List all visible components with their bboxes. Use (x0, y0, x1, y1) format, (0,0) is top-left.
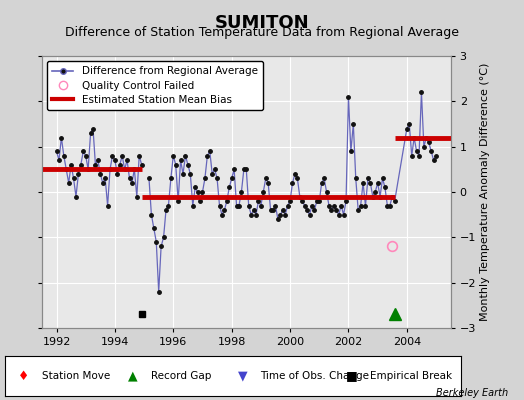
Text: Difference of Station Temperature Data from Regional Average: Difference of Station Temperature Data f… (65, 26, 459, 39)
Text: Berkeley Earth: Berkeley Earth (436, 388, 508, 398)
Legend: Difference from Regional Average, Quality Control Failed, Estimated Station Mean: Difference from Regional Average, Qualit… (47, 61, 263, 110)
Y-axis label: Monthly Temperature Anomaly Difference (°C): Monthly Temperature Anomaly Difference (… (481, 63, 490, 321)
Text: Time of Obs. Change: Time of Obs. Change (260, 371, 369, 381)
Text: ▲: ▲ (128, 370, 138, 382)
Text: ■: ■ (346, 370, 357, 382)
Text: SUMITON: SUMITON (215, 14, 309, 32)
Text: Station Move: Station Move (42, 371, 110, 381)
Text: ♦: ♦ (18, 370, 29, 382)
Text: Empirical Break: Empirical Break (370, 371, 452, 381)
Text: ▼: ▼ (237, 370, 247, 382)
Text: Record Gap: Record Gap (151, 371, 212, 381)
